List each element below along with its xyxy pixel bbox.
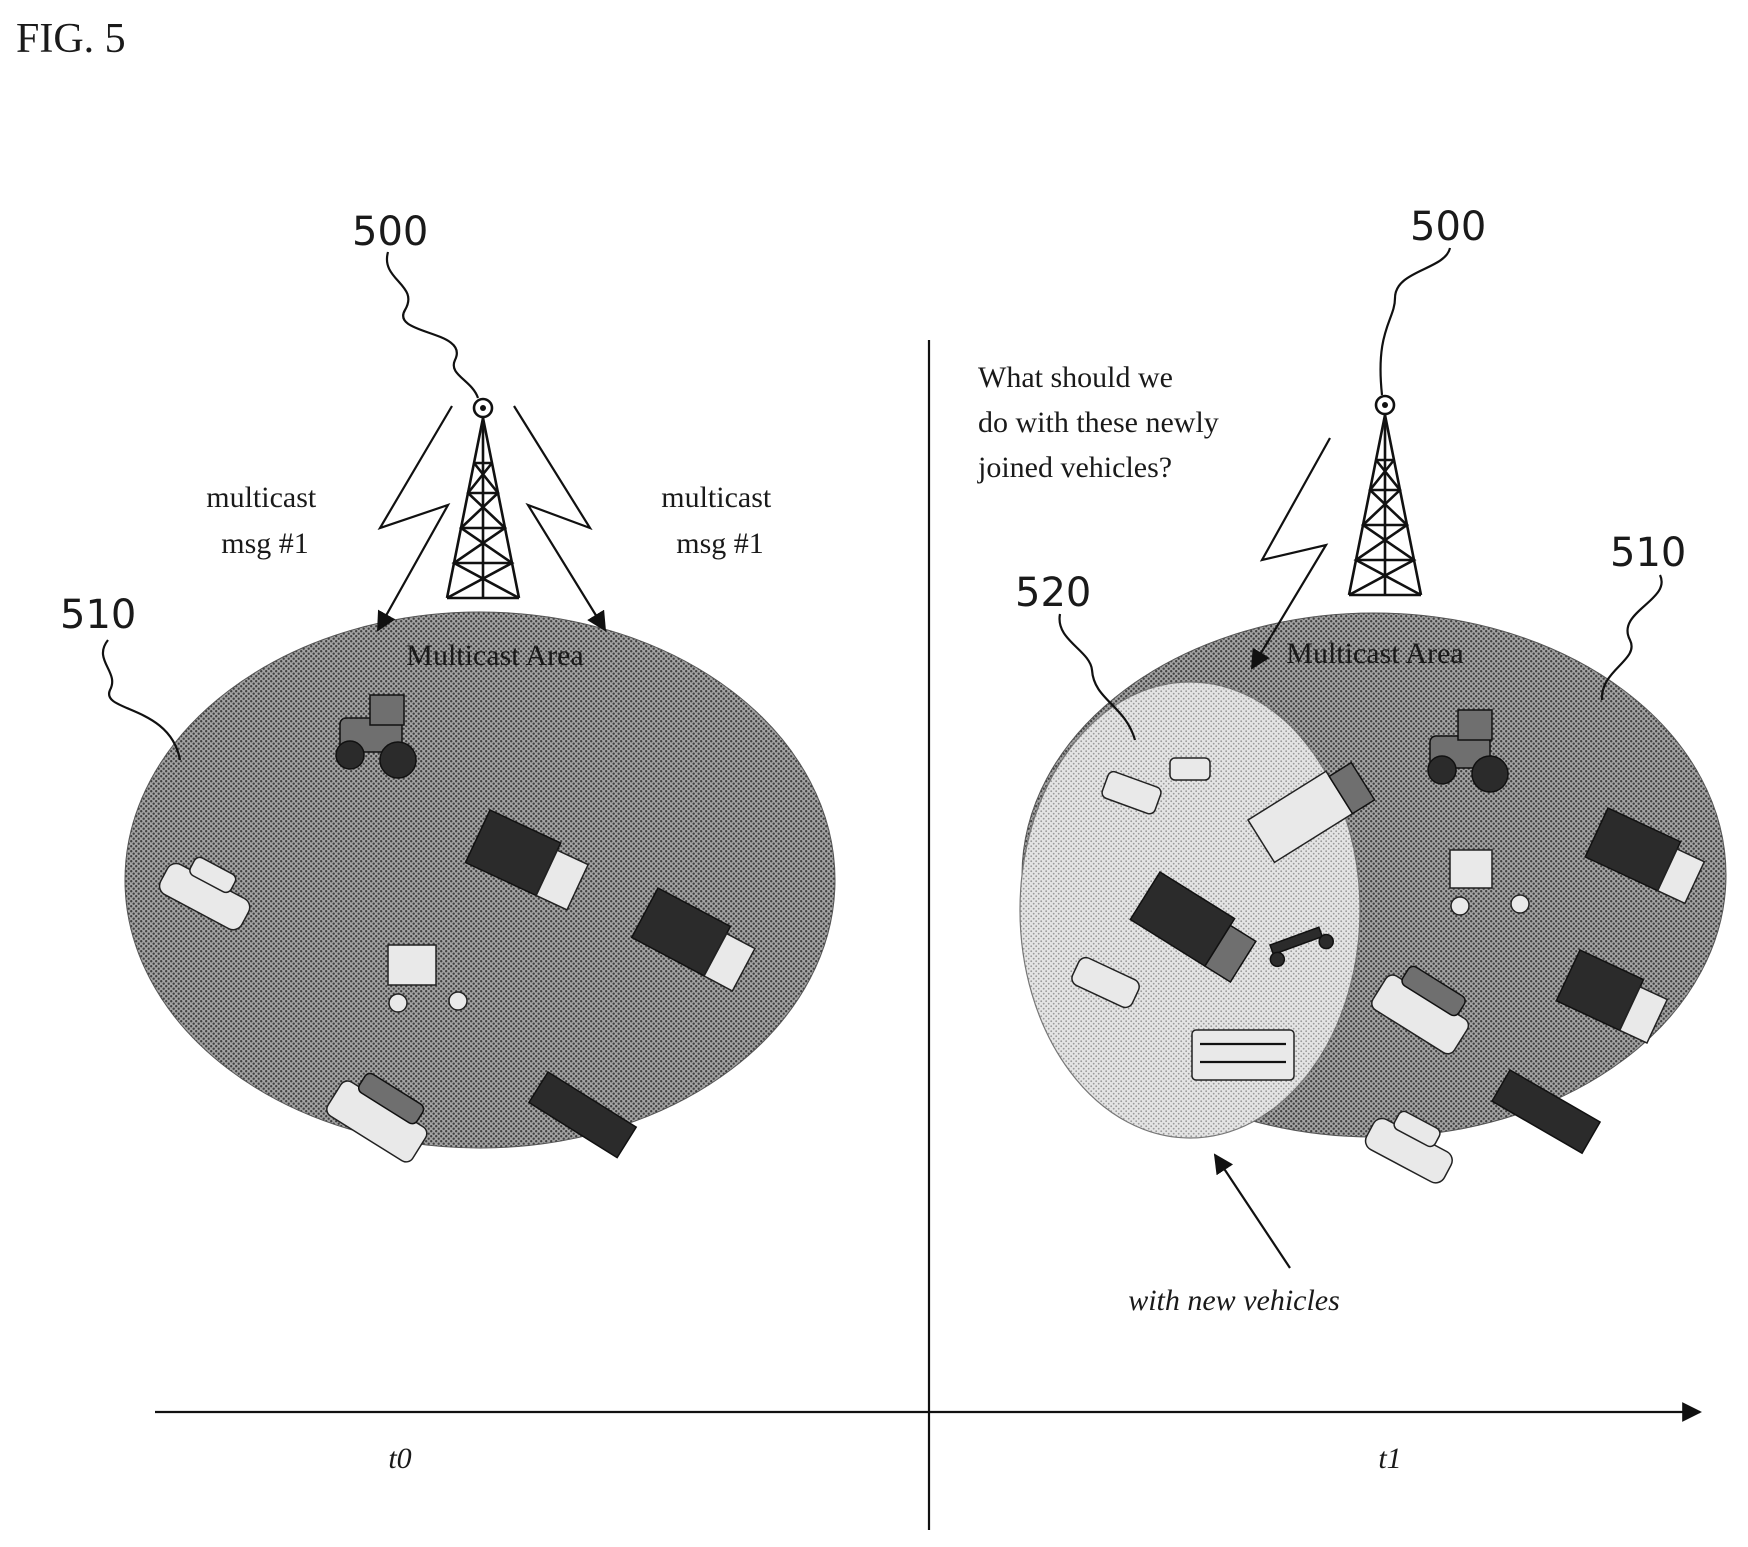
- ref-500-right: 500: [1410, 204, 1486, 250]
- multicast-msg-right: multicast msg #1: [661, 481, 778, 560]
- left-panel: 500 510 multicast msg #1 multicast msg #…: [60, 209, 835, 1475]
- time-label-t0: t0: [388, 1442, 411, 1475]
- right-panel: 500 510 520 What should we do with these…: [977, 204, 1726, 1475]
- base-station-tower-left: [447, 399, 519, 598]
- multicast-area-label-right: Multicast Area: [1286, 637, 1463, 670]
- signal-bolt-right: [514, 406, 605, 630]
- ref-510-left: 510: [60, 592, 136, 638]
- pointer-arrow-new-vehicles: [1215, 1155, 1290, 1268]
- vehicle-bus-new: [1192, 1030, 1294, 1080]
- multicast-area-label-left: Multicast Area: [406, 639, 583, 672]
- new-vehicles-question: What should we do with these newly joine…: [977, 361, 1226, 484]
- ref-510-right: 510: [1610, 530, 1686, 576]
- leader-500-right: [1381, 248, 1450, 395]
- time-label-t1: t1: [1378, 1442, 1401, 1475]
- figure-label: FIG. 5: [16, 16, 126, 62]
- ref-520: 520: [1015, 570, 1091, 616]
- new-vehicles-caption: with new vehicles: [1128, 1284, 1340, 1317]
- signal-bolt-left: [378, 406, 452, 630]
- multicast-msg-left: multicast msg #1: [206, 481, 323, 560]
- leader-500-left: [387, 252, 478, 398]
- leader-510-left: [103, 640, 180, 760]
- base-station-tower-right: [1349, 396, 1421, 595]
- ref-500-left: 500: [352, 209, 428, 255]
